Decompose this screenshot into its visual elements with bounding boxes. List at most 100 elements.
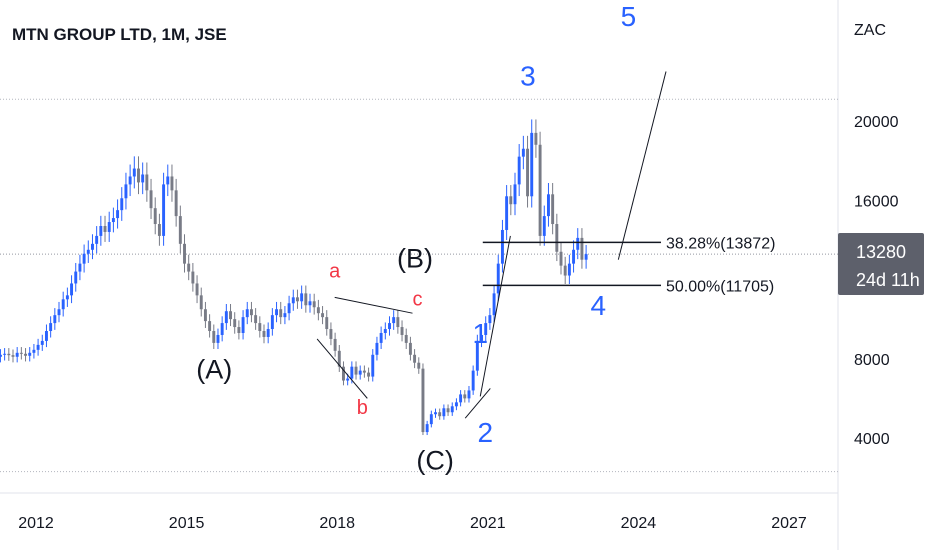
candle-body	[413, 354, 417, 363]
wave-label: 2	[478, 417, 494, 448]
candle-body	[233, 319, 237, 328]
wave-label: (A)	[196, 355, 232, 385]
candle-body	[396, 317, 400, 328]
x-tick-label: 2027	[771, 515, 807, 532]
candle-body	[254, 315, 258, 324]
wave-label: 1	[472, 318, 488, 349]
candle-body	[463, 394, 467, 399]
fib-levels: 38.28%(13872) 50.00%(11705)	[482, 235, 775, 295]
candle-body	[36, 344, 40, 350]
candle-body	[249, 309, 253, 316]
candle-body	[245, 309, 249, 318]
y-tick-label: 20000	[854, 114, 899, 131]
candle-body	[132, 168, 136, 177]
candle-body	[471, 370, 475, 391]
candle-body	[446, 408, 450, 413]
candle-body	[170, 176, 174, 191]
candle-body	[346, 378, 350, 381]
wave-label: (C)	[416, 446, 453, 476]
candle-body	[266, 329, 270, 337]
candle-body	[229, 311, 232, 320]
candle-body	[513, 184, 517, 205]
candle-body	[584, 254, 588, 260]
candle-body	[379, 332, 383, 343]
candle-body	[404, 334, 408, 343]
candle-body	[308, 301, 312, 306]
candle-body	[316, 307, 320, 314]
candle-body	[367, 372, 371, 377]
x-tick-label: 2018	[319, 515, 355, 532]
candle-body	[166, 176, 170, 185]
candle-body	[57, 309, 61, 316]
candle-body	[32, 349, 36, 353]
current-price-tag: 13280 24d 11h	[838, 233, 924, 295]
candle-body	[375, 342, 379, 355]
candle-body	[283, 313, 287, 318]
trend-line	[617, 71, 667, 260]
candle-body	[162, 184, 166, 236]
x-axis[interactable]: 2012 2015 2018 2021 2024 2027	[18, 515, 807, 532]
candle-body	[187, 263, 191, 272]
candle-body	[358, 370, 362, 375]
candle-body	[91, 243, 94, 250]
y-axis[interactable]: 4000 8000 16000 20000	[854, 114, 899, 448]
candle-body	[371, 354, 375, 377]
wave-label: 3	[520, 60, 536, 91]
y-tick-label: 4000	[854, 431, 890, 448]
candle-body	[521, 148, 525, 157]
candle-body	[141, 174, 145, 183]
candle-body	[53, 315, 57, 324]
candle-body	[157, 224, 161, 236]
candle-body	[438, 412, 442, 417]
candle-body	[220, 323, 224, 335]
candle-body	[509, 196, 513, 205]
candle-body	[467, 390, 471, 399]
wave-label: b	[357, 397, 368, 419]
candle-body	[28, 352, 32, 356]
candle-body	[484, 323, 488, 335]
wave-label: 5	[621, 1, 637, 32]
candle-body	[212, 331, 216, 343]
candle-body	[287, 303, 291, 314]
candle-body	[517, 156, 521, 185]
candle-body	[417, 362, 421, 369]
candle-body	[78, 263, 82, 272]
candle-body	[291, 297, 295, 304]
candle-body	[70, 283, 74, 296]
candle-body	[542, 216, 546, 236]
candle-body	[15, 352, 19, 357]
candle-body	[538, 144, 542, 236]
candle-body	[82, 253, 86, 264]
candle-body	[534, 132, 538, 145]
candle-body	[559, 251, 563, 266]
currency-label: ZAC	[854, 22, 886, 39]
candle-body	[459, 394, 463, 403]
x-tick-label: 2021	[470, 515, 506, 532]
candle-body	[421, 368, 425, 433]
candle-body	[555, 224, 559, 252]
candle-body	[258, 323, 262, 332]
trend-line	[479, 235, 511, 397]
candle-body	[199, 295, 203, 310]
candle-body	[337, 350, 341, 367]
candle-body	[241, 317, 245, 333]
candle-body	[546, 194, 550, 217]
candle-body	[333, 338, 337, 351]
candle-body	[275, 309, 279, 316]
candle-body	[388, 323, 391, 330]
candle-body	[312, 301, 316, 308]
candle-body	[145, 174, 149, 191]
candle-body	[191, 271, 195, 284]
candle-body	[450, 406, 454, 413]
candle-body	[203, 309, 207, 322]
candle-body	[195, 283, 199, 296]
candle-body	[492, 293, 496, 316]
candle-body	[350, 366, 354, 379]
candle-body	[178, 216, 182, 244]
candle-body	[526, 148, 530, 197]
candle-body	[24, 353, 28, 356]
candle-body	[74, 271, 78, 284]
candle-body	[408, 342, 412, 355]
candle-body	[19, 352, 23, 354]
